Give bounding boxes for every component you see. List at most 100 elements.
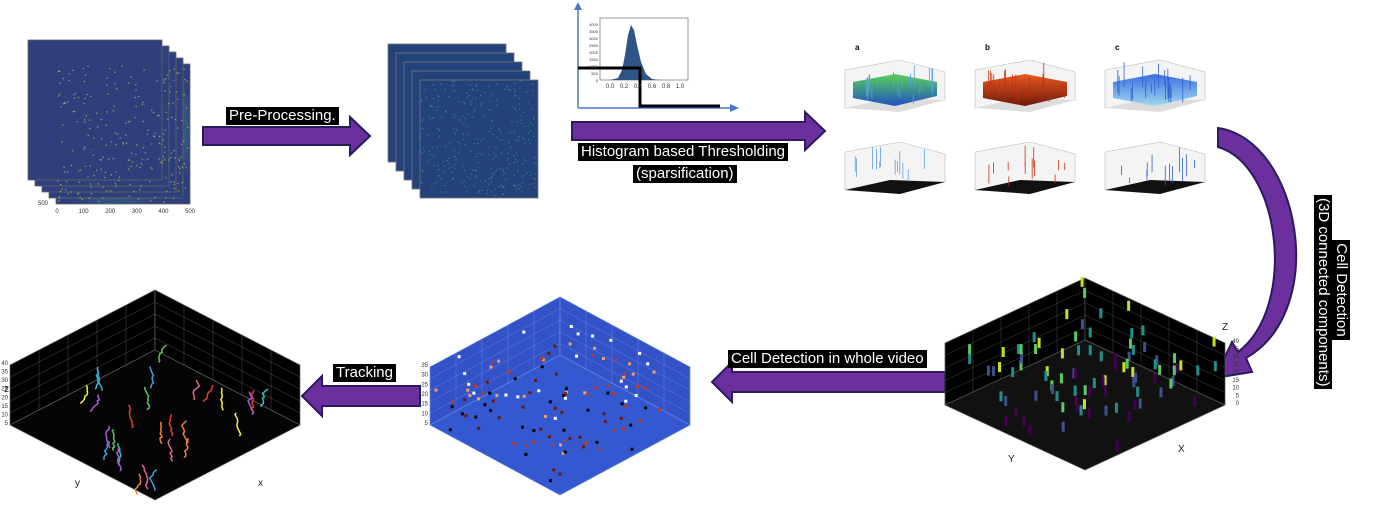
- noise: [172, 80, 175, 82]
- cell: [1051, 383, 1055, 394]
- cell: [968, 344, 972, 355]
- noise: [172, 102, 174, 104]
- noise: [82, 68, 85, 70]
- noise: [480, 153, 483, 155]
- noise: [98, 128, 101, 130]
- noise: [104, 161, 107, 163]
- cell: [1099, 308, 1103, 319]
- axis-arrow: [730, 104, 739, 112]
- noise: [101, 168, 104, 170]
- noise: [58, 202, 60, 204]
- noise: [112, 157, 115, 160]
- noise: [151, 133, 153, 136]
- cell: [511, 442, 515, 446]
- noise: [58, 70, 61, 72]
- cell: [622, 375, 626, 379]
- noise: [147, 158, 149, 161]
- noise: [100, 168, 102, 171]
- noise: [153, 120, 155, 122]
- noise: [121, 65, 123, 67]
- noise: [513, 155, 515, 157]
- cell: [624, 385, 628, 389]
- noise: [188, 91, 190, 93]
- noise: [108, 160, 110, 162]
- axis-label: Z: [1222, 322, 1228, 333]
- noise: [423, 150, 425, 152]
- noise: [172, 83, 174, 85]
- noise: [452, 116, 454, 119]
- tick-label: 10: [1, 412, 8, 418]
- tick-label: 0.6: [648, 84, 657, 90]
- noise: [167, 80, 170, 82]
- tick-label: 200: [105, 209, 116, 215]
- noise: [154, 132, 157, 134]
- cell: [1134, 372, 1138, 383]
- noise: [185, 114, 188, 116]
- noise: [500, 152, 502, 154]
- noise: [453, 155, 455, 157]
- cell: [1061, 421, 1065, 432]
- cell: [595, 440, 599, 444]
- noise: [471, 98, 473, 100]
- grid-line: [559, 308, 691, 379]
- cell: [968, 354, 972, 365]
- noise: [432, 84, 434, 86]
- cell: [1074, 395, 1078, 406]
- noise: [504, 172, 506, 175]
- noise: [142, 101, 144, 104]
- noise: [448, 95, 450, 98]
- cell: [468, 393, 472, 397]
- noise: [464, 103, 466, 105]
- noise: [514, 82, 516, 84]
- cell: [552, 468, 556, 472]
- grid-line: [944, 327, 1086, 393]
- noise: [171, 116, 173, 118]
- cell: [490, 360, 494, 364]
- noise: [174, 142, 176, 144]
- noise: [421, 120, 423, 122]
- noise: [153, 136, 156, 138]
- noise: [169, 139, 171, 141]
- noise: [161, 160, 163, 162]
- noise: [141, 178, 143, 181]
- noise: [518, 183, 520, 185]
- cell: [554, 372, 558, 376]
- noise: [152, 111, 155, 114]
- noise: [170, 157, 172, 159]
- noise: [472, 88, 475, 91]
- noise: [428, 150, 430, 152]
- noise: [94, 115, 96, 117]
- noise: [434, 183, 436, 185]
- track: [247, 391, 255, 416]
- noise: [484, 180, 486, 182]
- noise: [85, 82, 88, 84]
- grid-line: [9, 337, 156, 414]
- noise: [77, 193, 80, 195]
- noise: [513, 88, 515, 90]
- noise: [427, 134, 430, 136]
- noise: [453, 128, 455, 130]
- noise: [462, 115, 464, 117]
- noise: [63, 104, 66, 106]
- noise: [425, 96, 428, 98]
- noise: [490, 109, 492, 111]
- noise: [58, 99, 60, 101]
- noise: [488, 183, 490, 185]
- noise: [147, 188, 149, 190]
- noise: [77, 166, 80, 169]
- noise: [178, 172, 181, 174]
- noise: [496, 136, 498, 138]
- noise: [63, 102, 66, 104]
- noise: [438, 168, 440, 170]
- noise: [115, 171, 117, 173]
- noise: [110, 128, 112, 130]
- cell: [652, 370, 656, 374]
- cell: [628, 362, 632, 366]
- tick-label: 100: [79, 209, 90, 215]
- noise: [66, 171, 69, 173]
- track: [111, 428, 116, 451]
- noise: [162, 170, 164, 172]
- noise: [130, 86, 133, 89]
- noise: [185, 160, 187, 162]
- noise: [492, 158, 494, 160]
